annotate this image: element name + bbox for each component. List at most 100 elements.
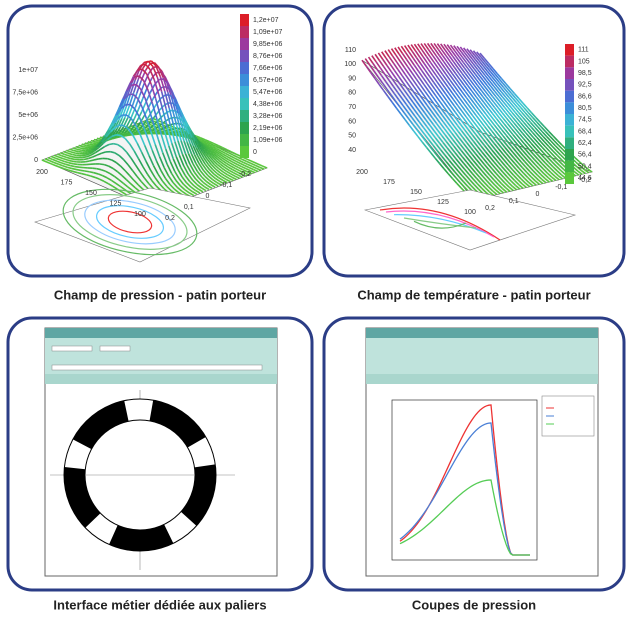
mesh-line [97,169,101,170]
mesh-line [72,161,76,162]
mesh-line [100,164,104,165]
mesh-line [97,138,101,139]
colorbar-label: 2,19e+06 [253,125,282,132]
mesh-line [69,163,73,164]
mesh-line [85,171,89,172]
colorbar-label: 62,4 [578,140,592,147]
mesh-line [110,152,114,153]
colorbar-label: 92,5 [578,82,592,89]
mesh-line [76,169,80,170]
colorbar-swatch [240,86,249,98]
colorbar-swatch [565,67,574,79]
z-tick-label: 50 [348,133,356,140]
z-tick-label: 60 [348,118,356,125]
y-tick-label: 0,2 [485,205,495,212]
colorbar-swatch [565,172,574,184]
field [52,365,262,370]
x-tick-label: 100 [464,209,476,216]
colorbar-label: 105 [578,58,590,65]
colorbar-swatch [240,14,249,26]
mesh-line [72,168,76,169]
mesh-line [67,160,71,161]
mesh-line [116,135,120,136]
colorbar-label: 80,5 [578,105,592,112]
y-tick-label: -0,2 [579,177,591,184]
mesh-line [138,69,142,70]
z-tick-label: 7,5e+06 [13,89,39,96]
mesh-line [132,85,136,86]
colorbar-swatch [565,79,574,91]
tabs [45,374,277,384]
z-tick-label: 100 [344,61,356,68]
x-tick-label: 175 [383,179,395,186]
mesh-line [69,156,73,157]
y-tick-label: 0 [206,193,210,200]
figure: Champ de pression - patin porteur Champ … [0,0,632,618]
z-tick-label: 2,5e+06 [13,134,39,141]
mesh-line [75,153,79,154]
x-tick-label: 150 [85,190,97,197]
colorbar-swatch [240,134,249,146]
mesh-line [73,171,77,172]
mesh-line [89,144,93,145]
colorbar-label: 7,66e+06 [253,65,282,72]
y-tick-label: 0,1 [509,198,519,205]
mesh-line [83,147,87,148]
z-tick-label: 80 [348,90,356,97]
y-tick-label: -0,1 [555,184,567,191]
mesh-line [82,174,86,175]
colorbar-swatch [565,102,574,114]
mesh-line [82,157,86,158]
mesh-line [75,167,79,168]
colorbar-swatch [240,26,249,38]
colorbar-swatch [565,114,574,126]
colorbar-swatch [240,38,249,50]
colorbar-label: 1,09e+06 [253,137,282,144]
x-tick-label: 200 [36,169,48,176]
colorbar-label: 68,4 [578,128,592,135]
z-tick-label: 5e+06 [18,112,38,119]
colorbar-label: 1,2e+07 [253,17,279,24]
mesh-line [86,145,90,146]
colorbar-label: 111 [578,47,589,54]
colorbar-label: 9,85e+06 [253,41,282,48]
tabs [366,374,598,384]
field [52,346,92,351]
mesh-line [94,139,98,140]
y-tick-label: 0,2 [165,215,175,222]
z-tick-label: 0 [34,157,38,164]
colorbar-swatch [240,110,249,122]
mesh-line [72,155,76,156]
x-tick-label: 175 [61,179,73,186]
mesh-line [73,164,77,165]
colorbar-label: 50,4 [578,163,592,170]
x-tick-label: 125 [437,199,449,206]
colorbar-swatch [240,62,249,74]
colorbar-swatch [240,146,249,158]
z-tick-label: 1e+07 [18,67,38,74]
x-tick-label: 100 [134,211,146,218]
mesh-line [71,159,75,160]
caption: Champ de pression - patin porteur [54,287,266,302]
mesh-line [141,64,145,65]
colorbar-swatch [240,50,249,62]
mesh-line [80,148,84,149]
x-tick-label: 125 [110,200,122,207]
mesh-line [135,76,139,77]
app-window [45,328,277,576]
colorbar-swatch [565,126,574,138]
y-tick-label: -0,2 [239,171,251,178]
colorbar-swatch [565,161,574,173]
colorbar-swatch [240,122,249,134]
mesh-line [144,61,148,62]
colorbar-label: 4,38e+06 [253,101,282,108]
mesh-line [109,144,113,145]
y-tick-label: 0,1 [184,204,194,211]
colorbar-label: 74,5 [578,117,592,124]
colorbar-swatch [565,56,574,68]
colorbar-label: 86,6 [578,93,592,100]
mesh-line [84,159,88,160]
colorbar-label: 8,76e+06 [253,53,282,60]
caption: Interface métier dédiée aux paliers [53,597,266,612]
z-tick-label: 40 [348,147,356,154]
